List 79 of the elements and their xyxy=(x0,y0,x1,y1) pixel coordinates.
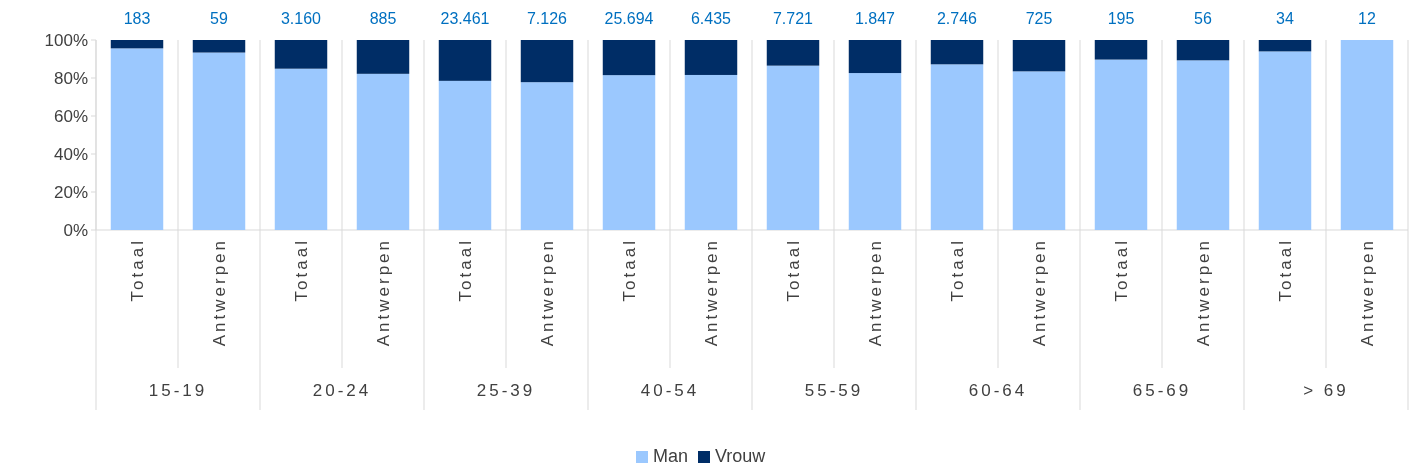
text: > 69 xyxy=(1303,381,1349,400)
bar xyxy=(356,73,410,230)
bar xyxy=(356,40,410,74)
text: 55-59 xyxy=(804,381,864,400)
y-tick-label: 0% xyxy=(63,220,88,240)
bar xyxy=(1012,40,1066,72)
bar xyxy=(1258,51,1312,230)
bar xyxy=(110,48,164,230)
text: 15-19 xyxy=(148,381,208,400)
text: 65-69 xyxy=(1132,381,1192,400)
text: 6.435 xyxy=(690,10,732,27)
y-tick-label: 20% xyxy=(53,182,88,202)
x-tick-label: Antwerpen xyxy=(702,238,721,347)
bar xyxy=(192,52,246,230)
x-tick-label: Totaal xyxy=(1112,238,1131,302)
y-tick-label: 40% xyxy=(53,144,88,164)
text: 3.160 xyxy=(280,10,322,27)
x-tick-label: Totaal xyxy=(784,238,803,302)
text: 25.694 xyxy=(604,10,654,27)
text: 23.461 xyxy=(440,10,490,27)
text: 2.746 xyxy=(936,10,978,27)
bar xyxy=(930,64,984,230)
bar xyxy=(848,73,902,230)
bar xyxy=(1094,59,1148,230)
text: 1.847 xyxy=(854,10,896,27)
bar xyxy=(602,40,656,76)
text: 183 xyxy=(123,10,151,27)
text: 12 xyxy=(1358,10,1376,27)
x-tick-label: Antwerpen xyxy=(866,238,885,347)
text: 20-24 xyxy=(312,381,372,400)
legend-label: Vrouw xyxy=(715,446,767,466)
x-tick-label: Totaal xyxy=(292,238,311,302)
bar xyxy=(438,40,492,81)
bar xyxy=(192,40,246,53)
bar xyxy=(930,40,984,65)
x-tick-label: Antwerpen xyxy=(374,238,393,347)
text: 7.721 xyxy=(772,10,814,27)
y-tick-label: 80% xyxy=(53,68,88,88)
bar xyxy=(438,80,492,230)
text: 60-64 xyxy=(968,381,1028,400)
bar xyxy=(1176,60,1230,230)
bar xyxy=(1012,71,1066,230)
bar xyxy=(1176,40,1230,61)
x-tick-label: Antwerpen xyxy=(1194,238,1213,347)
x-tick-label: Antwerpen xyxy=(538,238,557,347)
x-tick-label: Antwerpen xyxy=(1358,238,1377,347)
x-tick-label: Totaal xyxy=(1276,238,1295,302)
text: 25-39 xyxy=(476,381,536,400)
x-tick-label: Totaal xyxy=(620,238,639,302)
bar xyxy=(110,40,164,49)
bar xyxy=(766,40,820,66)
bar xyxy=(766,65,820,230)
bar xyxy=(274,68,328,230)
bar xyxy=(1340,40,1394,230)
bar xyxy=(1094,40,1148,60)
bar xyxy=(684,74,738,230)
bar xyxy=(274,40,328,69)
text: 59 xyxy=(210,10,228,27)
x-tick-label: Totaal xyxy=(948,238,967,302)
text: 56 xyxy=(1194,10,1212,27)
legend-label: Man xyxy=(653,446,689,466)
y-tick-label: 60% xyxy=(53,106,88,126)
x-tick-label: Totaal xyxy=(456,238,475,302)
bar xyxy=(520,40,574,83)
text: 34 xyxy=(1276,10,1294,27)
bar xyxy=(520,82,574,230)
bar xyxy=(602,75,656,230)
y-tick-label: 100% xyxy=(44,30,88,50)
text: 195 xyxy=(1107,10,1135,27)
bar xyxy=(1258,40,1312,52)
x-tick-label: Antwerpen xyxy=(210,238,229,347)
text: 885 xyxy=(369,10,397,27)
bar xyxy=(848,40,902,74)
text: 7.126 xyxy=(526,10,568,27)
text: 725 xyxy=(1025,10,1053,27)
x-tick-label: Antwerpen xyxy=(1030,238,1049,347)
text: 40-54 xyxy=(640,381,700,400)
bar xyxy=(684,40,738,75)
x-tick-label: Totaal xyxy=(128,238,147,302)
